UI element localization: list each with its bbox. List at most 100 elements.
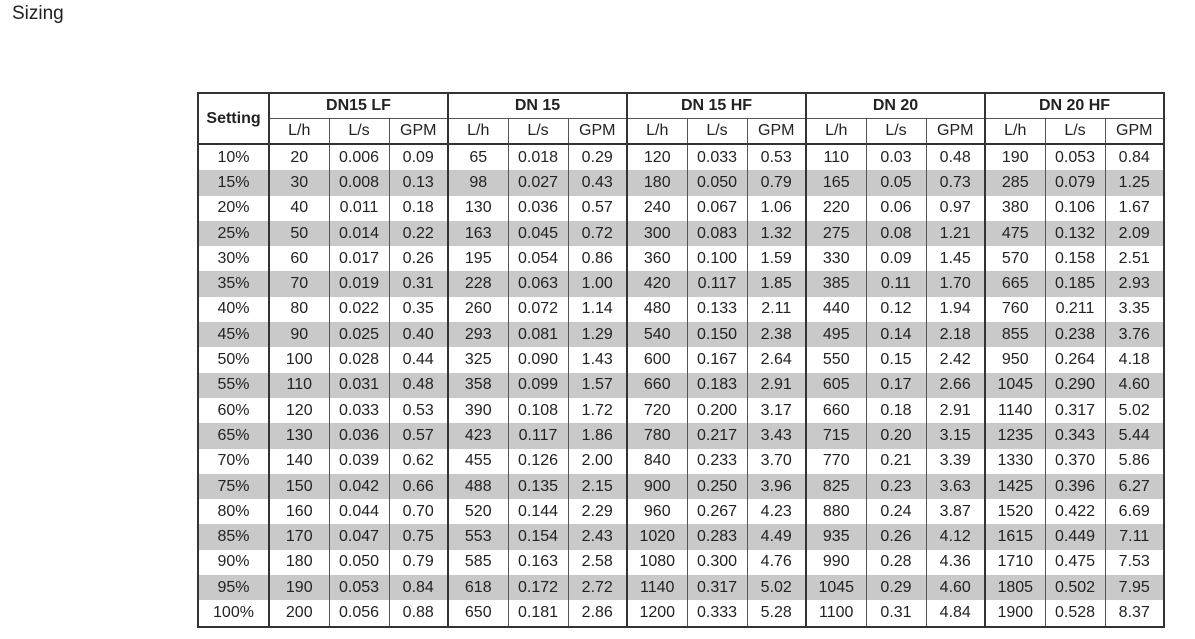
value-cell: 2.64 xyxy=(746,347,806,373)
value-cell: 5.02 xyxy=(746,575,806,601)
unit-header-row: L/h L/s GPM L/h L/s GPM L/h L/s GPM L/h L/s GPM L/h L… xyxy=(198,118,1164,145)
value-cell: 0.66 xyxy=(388,473,448,500)
unit-header: GPM xyxy=(746,118,806,145)
value-cell: 0.12 xyxy=(865,296,926,323)
unit-header: L/h xyxy=(447,118,508,145)
value-cell: 900 xyxy=(626,473,687,500)
value-cell: 4.23 xyxy=(746,499,806,525)
value-cell: 0.22 xyxy=(388,220,448,247)
value-cell: 0.13 xyxy=(388,170,448,196)
value-cell: 110 xyxy=(268,372,329,398)
value-cell: 6.69 xyxy=(1104,499,1164,525)
value-cell: 160 xyxy=(268,499,329,525)
data-row: 70% 140 0.039 0.62 455 0.126 2.00 840 0.233 3.70 7… xyxy=(197,448,1164,474)
value-cell: 0.422 xyxy=(1044,499,1105,525)
value-cell: 0.033 xyxy=(328,397,389,424)
value-cell: 1100 xyxy=(805,600,866,627)
value-cell: 300 xyxy=(626,220,687,247)
value-cell: 0.317 xyxy=(686,575,747,601)
value-cell: 0.03 xyxy=(865,144,926,171)
value-cell: 0.290 xyxy=(1044,372,1105,398)
data-row: 55% 110 0.031 0.48 358 0.099 1.57 660 0.183 2.91 6… xyxy=(197,372,1164,398)
value-cell: 325 xyxy=(447,347,508,373)
value-cell: 0.57 xyxy=(567,195,627,221)
value-cell: 150 xyxy=(268,473,329,500)
value-cell: 0.067 xyxy=(686,195,747,221)
value-cell: 1.86 xyxy=(567,423,627,449)
value-cell: 98 xyxy=(447,170,508,196)
value-cell: 1.21 xyxy=(925,220,985,247)
value-cell: 585 xyxy=(447,549,508,576)
value-cell: 0.033 xyxy=(686,144,747,171)
value-cell: 1900 xyxy=(984,600,1045,627)
value-cell: 3.35 xyxy=(1104,296,1164,323)
unit-header: L/s xyxy=(1044,118,1105,145)
value-cell: 0.036 xyxy=(328,423,389,449)
value-cell: 2.15 xyxy=(567,473,627,500)
value-cell: 4.84 xyxy=(925,600,985,627)
value-cell: 0.167 xyxy=(686,347,747,373)
value-cell: 0.056 xyxy=(328,600,389,627)
value-cell: 2.58 xyxy=(567,549,627,576)
unit-header: GPM xyxy=(388,118,448,145)
value-cell: 2.72 xyxy=(567,575,627,601)
value-cell: 840 xyxy=(626,448,687,474)
unit-header: GPM xyxy=(925,118,985,145)
value-cell: 1.94 xyxy=(925,296,985,323)
value-cell: 455 xyxy=(447,448,508,474)
value-cell: 0.29 xyxy=(567,144,627,171)
value-cell: 7.11 xyxy=(1104,524,1164,550)
data-row: 85% 170 0.047 0.75 553 0.154 2.43 1020 0.283 4.49… xyxy=(197,524,1164,550)
value-cell: 275 xyxy=(805,220,866,247)
value-cell: 4.49 xyxy=(746,524,806,550)
value-cell: 0.28 xyxy=(865,549,926,576)
group-header: DN 20 HF xyxy=(984,93,1164,119)
value-cell: 0.154 xyxy=(507,524,568,550)
value-cell: 330 xyxy=(805,246,866,272)
value-cell: 1.06 xyxy=(746,195,806,221)
data-row: 65% 130 0.036 0.57 423 0.117 1.86 780 0.217 3.43 7… xyxy=(197,423,1164,449)
value-cell: 0.333 xyxy=(686,600,747,627)
value-cell: 1045 xyxy=(984,372,1045,398)
value-cell: 0.86 xyxy=(567,246,627,272)
setting-cell: 100% xyxy=(197,600,270,627)
value-cell: 960 xyxy=(626,499,687,525)
setting-cell: 30% xyxy=(197,246,270,272)
setting-cell: 55% xyxy=(197,372,270,398)
value-cell: 5.28 xyxy=(746,600,806,627)
value-cell: 2.91 xyxy=(746,372,806,398)
group-header: DN 15 HF xyxy=(626,93,806,119)
value-cell: 260 xyxy=(447,296,508,323)
value-cell: 1.00 xyxy=(567,271,627,297)
value-cell: 3.63 xyxy=(925,473,985,500)
value-cell: 0.343 xyxy=(1044,423,1105,449)
value-cell: 30 xyxy=(268,170,329,196)
value-cell: 220 xyxy=(805,195,866,221)
value-cell: 605 xyxy=(805,372,866,398)
setting-cell: 35% xyxy=(197,271,270,297)
value-cell: 2.00 xyxy=(567,448,627,474)
value-cell: 3.96 xyxy=(746,473,806,500)
value-cell: 285 xyxy=(984,170,1045,196)
value-cell: 110 xyxy=(805,144,866,171)
value-cell: 2.09 xyxy=(1104,220,1164,247)
value-cell: 0.217 xyxy=(686,423,747,449)
value-cell: 180 xyxy=(626,170,687,196)
value-cell: 130 xyxy=(268,423,329,449)
value-cell: 420 xyxy=(626,271,687,297)
value-cell: 475 xyxy=(984,220,1045,247)
value-cell: 950 xyxy=(984,347,1045,373)
value-cell: 385 xyxy=(805,271,866,297)
value-cell: 180 xyxy=(268,549,329,576)
value-cell: 0.019 xyxy=(328,271,389,297)
setting-cell: 40% xyxy=(197,296,270,323)
value-cell: 4.12 xyxy=(925,524,985,550)
value-cell: 825 xyxy=(805,473,866,500)
group-header-row: Setting DN15 LF DN 15 DN 15 HF DN 20 DN 20 HF xyxy=(197,93,1164,145)
value-cell: 770 xyxy=(805,448,866,474)
value-cell: 550 xyxy=(805,347,866,373)
value-cell: 2.42 xyxy=(925,347,985,373)
value-cell: 0.15 xyxy=(865,347,926,373)
value-cell: 1080 xyxy=(626,549,687,576)
